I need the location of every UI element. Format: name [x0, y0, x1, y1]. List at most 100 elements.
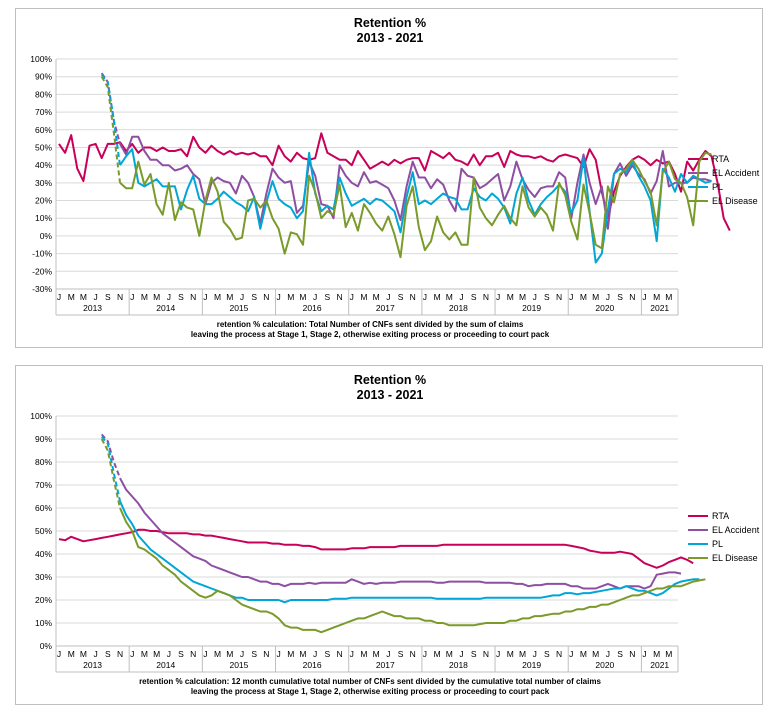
x-year-label: 2021	[650, 660, 669, 670]
x-month-tick-label: M	[153, 649, 160, 659]
chart-subtitle: 2013 - 2021	[357, 388, 424, 402]
x-year-label: 2019	[522, 660, 541, 670]
x-year-label: 2015	[229, 660, 248, 670]
retention-chart-monthly: Retention % 2013 - 2021 -30% -20% -10% 0% 10% 2…	[15, 8, 763, 348]
x-month-tick-label: S	[544, 292, 550, 302]
x-month-tick-label: J	[203, 292, 207, 302]
legend-label: PL	[712, 539, 723, 549]
x-month-tick-label: M	[519, 649, 526, 659]
x-month-tick-label: M	[373, 649, 380, 659]
x-month-tick-label: N	[629, 649, 635, 659]
x-month-tick-label: M	[226, 292, 233, 302]
y-tick-label: 80%	[35, 457, 52, 467]
x-month-tick-label: J	[642, 292, 646, 302]
x-month-tick-label: N	[629, 292, 635, 302]
series-line-dashed-el-disease	[100, 438, 121, 509]
legend-label: RTA	[712, 511, 729, 521]
y-tick-label: 30%	[35, 178, 52, 188]
x-month-tick-label: J	[313, 649, 317, 659]
x-month-tick-label: J	[350, 649, 354, 659]
x-month-tick-label: J	[313, 292, 317, 302]
y-tick-label: -20%	[32, 266, 52, 276]
x-month-tick-label: J	[459, 292, 463, 302]
y-tick-label: 0%	[40, 231, 53, 241]
x-month-tick-label: M	[434, 649, 441, 659]
x-month-tick-label: N	[117, 649, 123, 659]
x-month-tick-label: M	[214, 649, 221, 659]
x-year-label: 2013	[83, 660, 102, 670]
series-line-dashed-el-disease	[100, 76, 121, 183]
x-month-tick-label: S	[251, 649, 257, 659]
x-month-tick-label: J	[423, 649, 427, 659]
x-month-tick-label: M	[507, 292, 514, 302]
calculation-note: retention % calculation: 12 month cumula…	[139, 677, 601, 686]
x-month-tick-label: J	[203, 649, 207, 659]
x-month-tick-label: S	[105, 292, 111, 302]
x-month-tick-label: S	[178, 292, 184, 302]
x-month-tick-label: N	[190, 292, 196, 302]
y-tick-label: 90%	[35, 434, 52, 444]
y-tick-label: 10%	[35, 213, 52, 223]
y-tick-label: 20%	[35, 196, 52, 206]
chart-title: Retention %	[354, 373, 426, 387]
x-month-tick-label: J	[386, 649, 390, 659]
x-month-tick-label: M	[80, 649, 87, 659]
y-tick-label: 10%	[35, 618, 52, 628]
x-month-tick-label: J	[94, 292, 98, 302]
x-month-tick-label: N	[410, 649, 416, 659]
x-year-label: 2018	[449, 660, 468, 670]
x-month-tick-label: S	[617, 649, 623, 659]
y-tick-label: -30%	[32, 284, 52, 294]
x-year-label: 2014	[156, 660, 175, 670]
series-line-el-disease	[119, 151, 712, 259]
x-year-label: 2017	[376, 303, 395, 313]
calculation-note: leaving the process at Stage 1, Stage 2,…	[191, 687, 550, 696]
x-month-tick-label: S	[251, 292, 257, 302]
x-month-tick-label: M	[214, 292, 221, 302]
x-month-tick-label: J	[606, 649, 610, 659]
x-month-tick-label: J	[386, 292, 390, 302]
x-month-tick-label: M	[653, 649, 660, 659]
legend-label: EL Accident	[712, 525, 760, 535]
x-month-tick-label: M	[360, 649, 367, 659]
x-month-tick-label: M	[446, 649, 453, 659]
x-month-tick-label: M	[141, 292, 148, 302]
x-month-tick-label: M	[592, 649, 599, 659]
x-year-label: 2018	[449, 303, 468, 313]
x-month-tick-label: N	[263, 649, 269, 659]
x-month-tick-label: S	[471, 292, 477, 302]
chart-subtitle: 2013 - 2021	[357, 31, 424, 45]
x-month-tick-label: M	[299, 649, 306, 659]
x-month-tick-label: M	[519, 292, 526, 302]
series-line-dashed-el-accident	[100, 433, 121, 479]
x-month-tick-label: J	[57, 649, 61, 659]
x-month-tick-label: M	[287, 649, 294, 659]
x-month-tick-label: J	[240, 649, 244, 659]
x-month-tick-label: J	[569, 649, 573, 659]
x-month-tick-label: J	[240, 292, 244, 302]
x-month-tick-label: J	[496, 649, 500, 659]
chart-title: Retention %	[354, 16, 426, 30]
x-month-tick-label: M	[287, 292, 294, 302]
y-tick-label: -10%	[32, 249, 52, 259]
x-year-label: 2020	[595, 303, 614, 313]
chart-svg-2: Retention %2013 - 2021 0% 10% 20% 30% 40% 50% 6…	[30, 373, 760, 696]
series-line-dashed-pl	[100, 436, 121, 502]
y-tick-label: 60%	[35, 503, 52, 513]
x-month-tick-label: J	[533, 292, 537, 302]
y-tick-label: 40%	[35, 160, 52, 170]
x-month-tick-label: M	[446, 292, 453, 302]
x-year-label: 2014	[156, 303, 175, 313]
x-month-tick-label: J	[642, 649, 646, 659]
x-month-tick-label: S	[617, 292, 623, 302]
x-month-tick-label: J	[130, 292, 134, 302]
y-tick-label: 30%	[35, 572, 52, 582]
legend-label: PL	[712, 182, 723, 192]
x-month-tick-label: N	[556, 292, 562, 302]
series-line-el-disease	[119, 507, 706, 634]
x-month-tick-label: S	[471, 649, 477, 659]
x-month-tick-label: N	[483, 292, 489, 302]
x-month-tick-label: S	[105, 649, 111, 659]
x-year-label: 2016	[303, 660, 322, 670]
legend-label: RTA	[712, 154, 729, 164]
